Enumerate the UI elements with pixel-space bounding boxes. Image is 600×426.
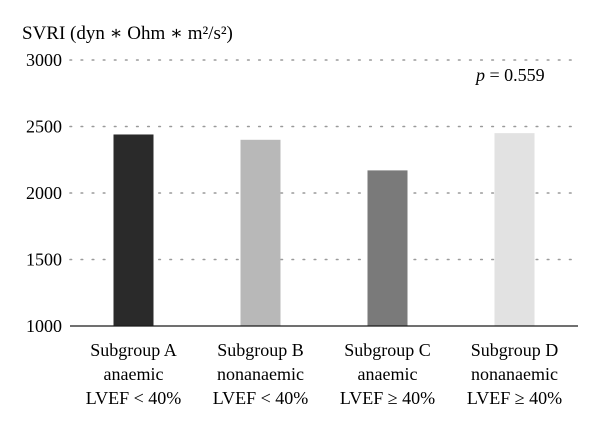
x-category-label: anaemic	[104, 364, 164, 384]
x-category-label: LVEF < 40%	[213, 388, 309, 408]
p-value-annotation: p = 0.559	[474, 65, 545, 85]
y-axis-label: SVRI (dyn ∗ Ohm ∗ m²/s²)	[22, 23, 233, 44]
bar	[494, 133, 535, 326]
bar	[367, 170, 408, 326]
p-value-text: = 0.559	[485, 65, 545, 85]
bar	[240, 139, 281, 326]
y-tick-label: 1500	[26, 250, 62, 270]
x-category-label: Subgroup D	[471, 340, 559, 360]
x-category-label: nonanaemic	[471, 364, 558, 384]
bars	[113, 133, 535, 326]
y-tick-label: 3000	[26, 50, 62, 70]
x-axis-labels: Subgroup A anaemic LVEF < 40% Subgroup B non…	[86, 340, 562, 408]
x-category-label: Subgroup A	[90, 340, 177, 360]
x-category-label: anaemic	[358, 364, 418, 384]
p-symbol: p	[474, 65, 485, 85]
y-axis-ticks: 1000 1500 2000 2500 3000	[26, 50, 62, 336]
gridlines	[69, 59, 579, 261]
y-tick-label: 2000	[26, 183, 62, 203]
x-category-label: nonanaemic	[217, 364, 304, 384]
y-tick-label: 1000	[26, 316, 62, 336]
y-tick-label: 2500	[26, 117, 62, 137]
bar	[113, 134, 154, 326]
x-category-label: Subgroup C	[344, 340, 431, 360]
x-category-label: LVEF ≥ 40%	[340, 388, 435, 408]
x-category-label: Subgroup B	[217, 340, 304, 360]
x-category-label: LVEF < 40%	[86, 388, 182, 408]
x-category-label: LVEF ≥ 40%	[467, 388, 562, 408]
